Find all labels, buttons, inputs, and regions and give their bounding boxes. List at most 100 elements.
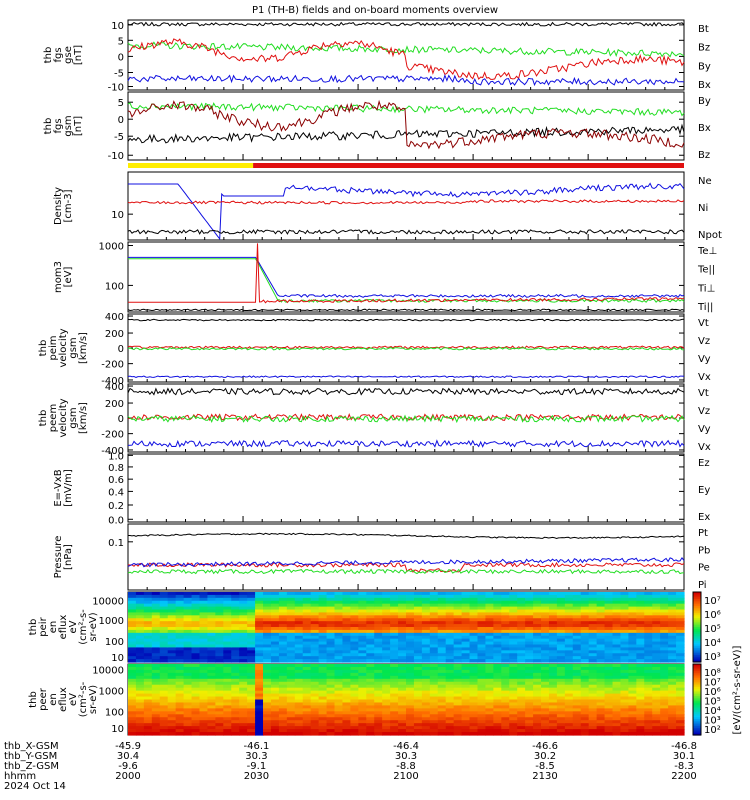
spectrogram-cell: [596, 606, 606, 611]
spectrogram-cell: [207, 635, 216, 640]
spectrogram-cell: [469, 600, 479, 605]
spectrogram-cell: [628, 624, 637, 628]
spectrogram-cell: [588, 647, 598, 651]
y-tick-label: 0.0: [108, 515, 124, 526]
spectrogram-cell: [215, 600, 224, 605]
spectrogram-cell: [199, 664, 209, 668]
spectrogram-cell: [660, 717, 669, 721]
spectrogram-cell: [652, 699, 661, 704]
spectrogram-cell: [652, 600, 661, 605]
spectrogram-cell: [358, 708, 367, 712]
spectrogram-cell: [469, 714, 479, 718]
spectrogram-cell: [421, 699, 431, 704]
spectrogram-cell: [247, 702, 256, 707]
spectrogram-cell: [390, 597, 399, 602]
spectrogram-cell: [413, 603, 423, 608]
spectrogram-cell: [485, 723, 494, 727]
spectrogram-cell: [469, 723, 479, 727]
spectrogram-cell: [175, 600, 185, 605]
spectrogram-cell: [334, 696, 344, 701]
spectrogram-cell: [255, 603, 264, 608]
spectrogram-cell: [286, 693, 296, 698]
colorbar-segment: [693, 701, 701, 704]
spectrogram-cell: [175, 699, 185, 704]
spectrogram-cell: [636, 638, 645, 643]
spectrogram-cell: [183, 699, 193, 704]
spectrogram-cell: [358, 669, 367, 674]
spectrogram-cell: [533, 629, 542, 634]
spectrogram-cell: [461, 615, 471, 619]
spectrogram-cell: [676, 705, 685, 709]
colorbar-segment: [693, 665, 701, 669]
spectrogram-cell: [588, 681, 598, 686]
spectrogram-cell: [247, 723, 256, 727]
spectrogram-cell: [263, 696, 272, 701]
spectrogram-cell: [199, 702, 209, 707]
spectrogram-cell: [556, 609, 566, 614]
spectrogram-cell: [135, 624, 145, 628]
spectrogram-cell: [294, 720, 304, 724]
spectrogram-cell: [660, 702, 669, 707]
spectrogram-cell: [326, 641, 336, 646]
spectrogram-cell: [660, 699, 669, 704]
spectrogram-cell: [223, 726, 232, 730]
spectrogram-cell: [302, 638, 312, 643]
spectrogram-cell: [223, 650, 232, 654]
spectrogram-cell: [358, 653, 367, 657]
y-axis-label: thb: [43, 118, 54, 135]
spectrogram-cell: [143, 606, 153, 611]
spectrogram-cell: [429, 714, 439, 718]
spectrogram-cell: [191, 684, 201, 689]
spectrogram-cell: [548, 627, 558, 631]
spectrogram-cell: [294, 621, 304, 625]
spectrogram-cell: [342, 659, 351, 663]
spectrogram-cell: [358, 659, 367, 663]
spectrogram-cell: [326, 621, 336, 625]
spectrogram-cell: [477, 597, 487, 602]
spectrogram-cell: [294, 693, 304, 698]
spectrogram-cell: [374, 647, 383, 651]
spectrogram-cell: [167, 612, 177, 616]
spectrogram-cell: [223, 644, 232, 649]
spectrogram-cell: [548, 647, 558, 651]
spectrogram-cell: [286, 615, 296, 619]
spectrogram-cell: [167, 656, 177, 660]
spectrogram-cell: [477, 656, 487, 660]
spectrogram-cell: [255, 693, 264, 698]
spectrogram-cell: [413, 690, 423, 695]
spectrogram-cell: [501, 644, 510, 649]
spectrogram-cell: [636, 726, 645, 730]
spectrogram-cell: [159, 681, 169, 686]
spectrogram-cell: [406, 603, 415, 608]
spectrogram-cell: [501, 675, 510, 680]
spectrogram-cell: [215, 696, 224, 701]
spectrogram-cell: [239, 684, 248, 689]
spectrogram-cell: [390, 675, 399, 680]
spectrogram-cell: [580, 699, 590, 704]
spectrogram-cell: [270, 612, 280, 616]
x-row-value: 2100: [393, 771, 418, 782]
spectrogram-cell: [366, 612, 375, 616]
spectrogram-cell: [374, 693, 383, 698]
spectrogram-cell: [485, 653, 494, 657]
spectrogram-cell: [461, 729, 471, 733]
spectrogram-cell: [278, 653, 288, 657]
spectrogram-cell: [167, 659, 177, 663]
spectrogram-cell: [644, 687, 653, 692]
spectrogram-cell: [398, 702, 407, 707]
spectrogram-cell: [676, 684, 685, 689]
spectrogram-cell: [255, 624, 264, 628]
spectrogram-cell: [231, 656, 240, 660]
spectrogram-cell: [453, 690, 463, 695]
spectrogram-cell: [628, 594, 637, 599]
spectrogram-cell: [270, 627, 280, 631]
spectrogram-cell: [318, 632, 328, 637]
spectrogram-cell: [270, 675, 280, 680]
spectrogram-cell: [278, 664, 288, 668]
spectrogram-cell: [302, 606, 312, 611]
spectrogram-cell: [469, 693, 479, 698]
spectrogram-cell: [374, 615, 383, 619]
spectrogram-cell: [541, 720, 550, 724]
spectrogram-cell: [326, 647, 336, 651]
spectrogram-cell: [620, 644, 629, 649]
